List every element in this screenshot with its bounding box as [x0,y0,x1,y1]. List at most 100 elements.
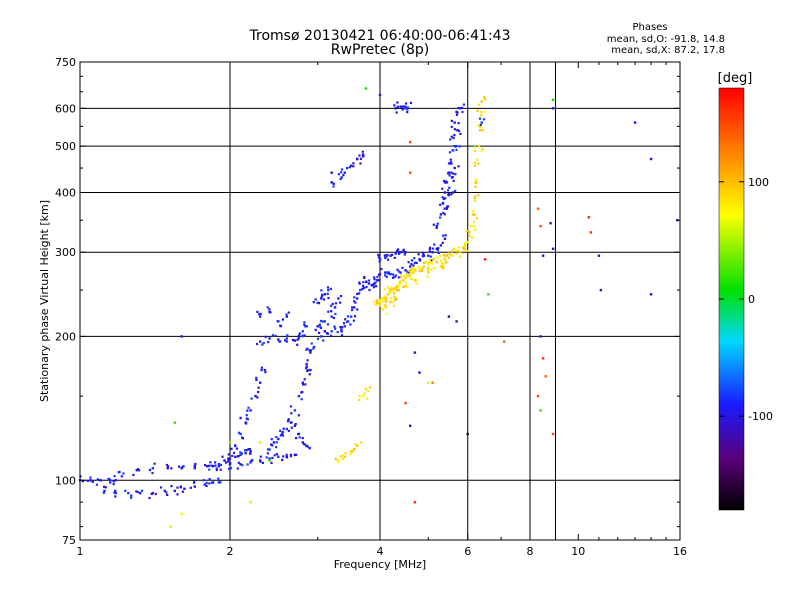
data-point [471,236,474,239]
data-point [367,279,371,282]
data-point [295,437,298,440]
data-point [351,309,354,312]
y-tick-label: 300 [55,246,76,259]
data-point [385,255,388,258]
data-point [477,194,480,197]
data-point [413,257,416,260]
data-point [281,434,285,437]
data-point [305,362,308,366]
data-point [479,125,482,128]
data-point [450,125,453,128]
data-point [401,266,404,269]
data-point [404,401,407,405]
data-point [122,472,125,475]
data-point [409,265,412,268]
data-point [330,304,333,307]
data-point [411,266,414,269]
data-point [378,301,381,304]
data-point [361,394,365,398]
data-point [427,262,430,265]
data-point [339,455,343,458]
data-point [268,337,271,340]
data-point [124,489,127,492]
data-point [541,254,545,257]
data-point [275,453,279,456]
data-point [447,192,450,195]
data-point [450,171,453,174]
data-point [321,293,324,296]
data-point [304,383,307,386]
data-point [444,197,447,200]
data-point [337,459,340,462]
data-point [267,448,270,451]
data-point [394,252,397,255]
data-point [409,272,412,276]
data-point [427,263,430,266]
data-point [151,467,154,470]
data-point [340,334,344,337]
data-point [153,462,156,465]
data-point [541,357,545,360]
data-point [361,153,365,156]
data-point [103,485,106,488]
data-point [279,434,282,437]
data-point [271,456,274,460]
data-point [418,258,421,261]
data-point [406,111,409,114]
data-point [261,343,264,346]
data-point [249,452,252,455]
data-point [166,493,169,496]
data-point [203,464,207,467]
data-point [269,311,272,314]
data-point [308,349,311,352]
data-point [228,467,231,470]
data-point [135,469,138,472]
data-point [221,455,224,458]
data-point [148,496,151,500]
data-point [305,444,308,448]
data-point [268,308,271,311]
data-point [339,178,342,181]
data-point [409,171,412,174]
data-point [597,254,601,257]
data-point [412,264,415,267]
data-point [280,432,283,436]
data-point [462,247,466,250]
data-point [551,98,555,101]
data-point [227,460,230,463]
data-point [217,481,221,484]
phase-stats-heading: Phases [632,22,667,33]
phase-stats-o-mode: mean, sd,O: -91.8, 14.8 [607,34,725,45]
data-point [389,254,392,257]
data-point [362,286,365,290]
data-point [478,129,482,132]
data-point [352,162,355,165]
data-point [297,432,300,436]
data-point [457,249,460,253]
data-point [259,441,262,444]
data-point [264,335,267,338]
data-point [268,459,271,462]
colorbar-ticks: 100 0 -100 [719,176,773,423]
data-point [282,455,285,458]
data-point [399,282,402,285]
data-point [378,303,381,306]
data-point [387,272,390,275]
data-point [391,276,395,279]
data-point [316,337,320,340]
data-point [343,325,346,328]
data-point [270,461,273,464]
data-point [404,281,407,284]
data-point [399,280,402,283]
data-point [255,342,259,346]
data-point [245,414,248,417]
data-point [130,496,133,499]
data-point [481,148,484,151]
x-tick-label: 2 [227,545,234,558]
data-point [255,376,258,379]
data-point [287,419,290,422]
data-point [399,251,402,254]
data-point [249,461,252,464]
data-point [393,256,396,259]
data-point [340,328,343,331]
